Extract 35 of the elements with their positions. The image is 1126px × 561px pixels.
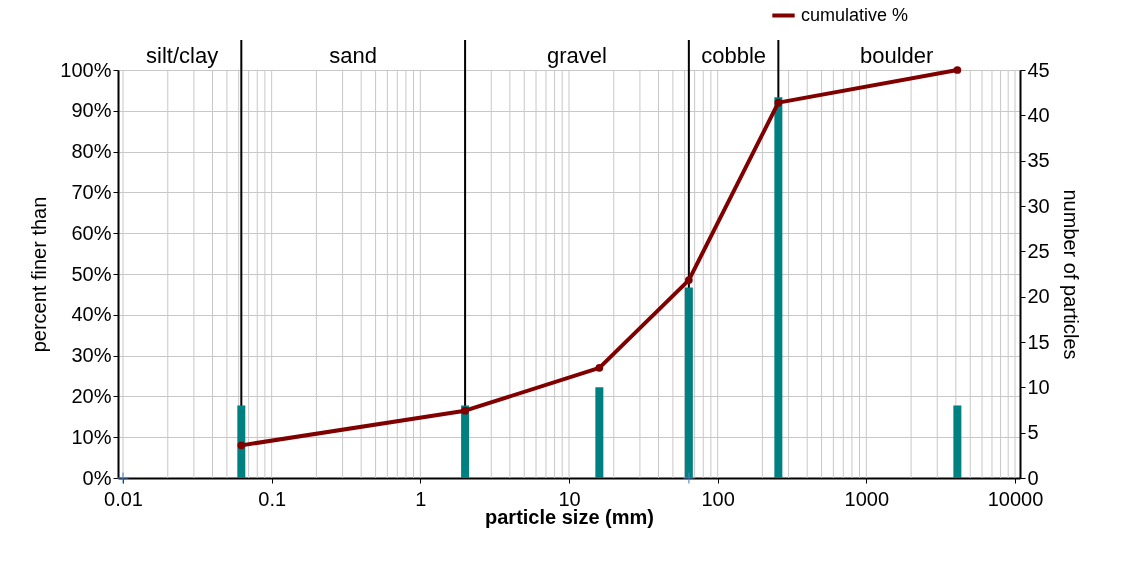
y-tick-label: 40%: [71, 303, 112, 326]
y2-tick-label: 5: [1027, 421, 1039, 444]
y-tick-label: 20%: [71, 384, 112, 407]
text: cobble: [701, 43, 767, 68]
y2-axis-title: number of particles: [1059, 189, 1082, 360]
x-tick-label: 1000: [844, 487, 890, 510]
text: boulder: [859, 43, 934, 68]
y2-tick-label: 10: [1027, 375, 1050, 398]
x-tick-label: 0.1: [258, 487, 287, 510]
y2-tick-label: 45: [1027, 58, 1050, 81]
y-tick-label: 70%: [71, 180, 112, 203]
y2-tick-label: 30: [1027, 194, 1050, 217]
text: sand: [329, 43, 378, 68]
y-tick-label: 60%: [71, 221, 112, 244]
y-tick-label: 0%: [82, 466, 112, 489]
y2-tick-label: 35: [1027, 149, 1050, 172]
y2-tick-label: 0: [1027, 466, 1039, 489]
y-tick-label: 100%: [60, 58, 112, 81]
y-tick-label: 50%: [71, 262, 112, 285]
y-axis-title: percent finer than: [28, 196, 51, 353]
x-tick-label: 100: [701, 487, 735, 510]
x-tick-label: 1: [415, 487, 427, 510]
y-tick-label: 90%: [71, 99, 112, 122]
y2-tick-label: 25: [1027, 239, 1050, 262]
y2-tick-label: 40: [1027, 103, 1050, 126]
y-tick-label: 10%: [71, 425, 112, 448]
x-tick-label: 0.01: [104, 487, 143, 510]
text: gravel: [547, 43, 607, 68]
text: silt/clay: [146, 43, 219, 68]
x-tick-label: 10000: [987, 487, 1044, 510]
y-tick-label: 30%: [71, 344, 112, 367]
y-tick-label: 80%: [71, 140, 112, 163]
y2-tick-label: 15: [1027, 330, 1050, 353]
legend-label: cumulative %: [801, 4, 909, 25]
y2-tick-label: 20: [1027, 285, 1050, 308]
